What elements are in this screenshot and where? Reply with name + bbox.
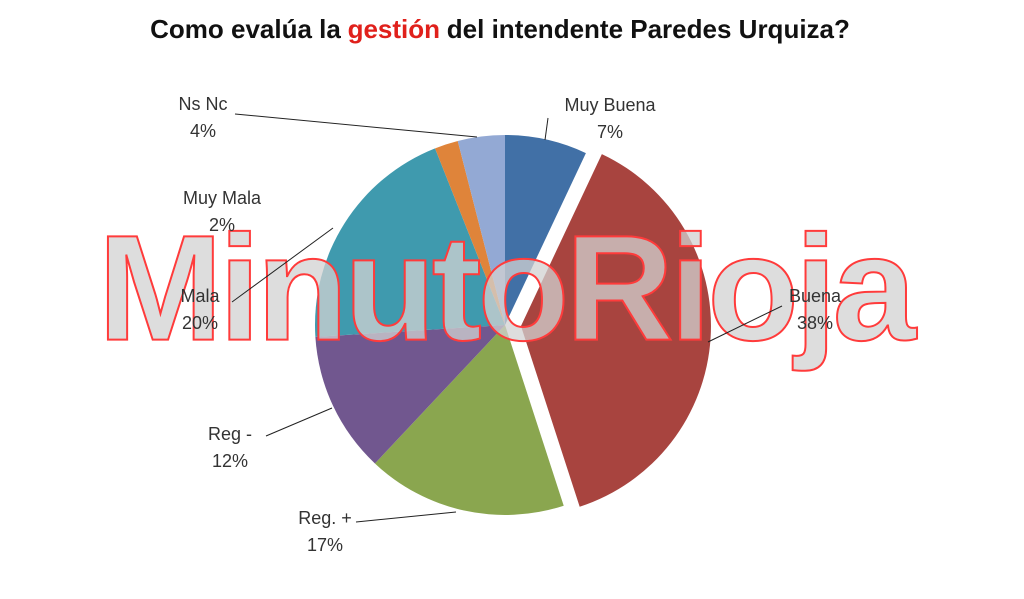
category-label: Mala bbox=[180, 286, 220, 306]
pie-slice bbox=[435, 140, 505, 325]
chart-title: Como evalúa la gestión del intendente Pare… bbox=[0, 14, 1000, 45]
pie-slice bbox=[505, 135, 586, 325]
value-label: 12% bbox=[212, 451, 248, 471]
value-label: 4% bbox=[190, 121, 216, 141]
value-label: 17% bbox=[307, 535, 343, 555]
category-label: Muy Buena bbox=[564, 95, 656, 115]
title-part: del intendente Paredes Urquiza? bbox=[446, 14, 850, 44]
leader-line bbox=[231, 227, 334, 303]
leader-line bbox=[355, 511, 457, 523]
value-label: 2% bbox=[209, 215, 235, 235]
pie-slice bbox=[315, 325, 505, 464]
pie-slice bbox=[457, 135, 505, 325]
pie-slice bbox=[520, 154, 711, 507]
leader-line bbox=[544, 117, 549, 141]
category-label: Reg. + bbox=[298, 508, 352, 528]
category-label: Buena bbox=[789, 286, 842, 306]
pie-slice bbox=[374, 325, 564, 516]
category-label: Reg - bbox=[208, 424, 252, 444]
leader-line bbox=[234, 113, 478, 138]
category-label: Muy Mala bbox=[183, 188, 262, 208]
value-label: 20% bbox=[182, 313, 218, 333]
title-highlight: gestión bbox=[347, 14, 441, 44]
leader-line bbox=[707, 305, 783, 343]
leader-line bbox=[265, 407, 333, 437]
pie-slice bbox=[315, 148, 505, 337]
value-label: 38% bbox=[797, 313, 833, 333]
watermark: MinutoRioja bbox=[98, 204, 918, 372]
title-part: Como evalúa la bbox=[150, 14, 341, 44]
value-label: 7% bbox=[597, 122, 623, 142]
category-label: Ns Nc bbox=[179, 94, 228, 114]
